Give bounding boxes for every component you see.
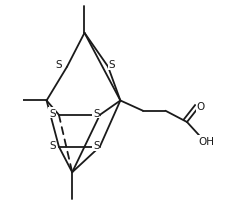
Text: S: S bbox=[108, 60, 115, 70]
Text: S: S bbox=[49, 140, 56, 150]
Text: S: S bbox=[55, 60, 62, 70]
Text: S: S bbox=[93, 140, 99, 150]
Text: OH: OH bbox=[197, 136, 213, 146]
Text: S: S bbox=[93, 108, 99, 118]
Text: O: O bbox=[196, 102, 204, 111]
Text: S: S bbox=[49, 108, 56, 118]
